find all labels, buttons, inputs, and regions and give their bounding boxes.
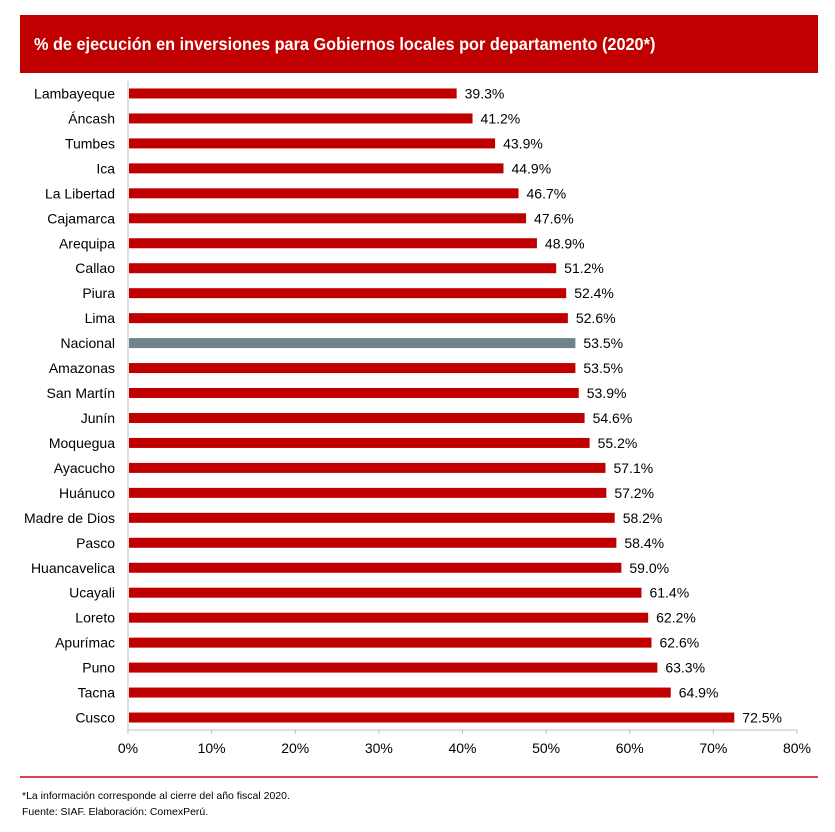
category-label: Tacna xyxy=(78,685,116,701)
data-label: 72.5% xyxy=(742,710,782,726)
x-tick-label: 30% xyxy=(365,740,393,756)
data-label: 53.5% xyxy=(583,335,623,351)
category-label: Ucayali xyxy=(69,585,115,601)
bar xyxy=(129,188,519,199)
data-label: 62.6% xyxy=(659,635,699,651)
category-label: Moquegua xyxy=(49,435,115,451)
bar xyxy=(129,113,473,124)
bar-chart: 0% 10% 20% 30% 40% 50% 60% 70% 80% Lambayeque 39.3… xyxy=(24,81,811,756)
footnote: *La información corresponde al cierre de… xyxy=(22,790,290,802)
category-label: Pasco xyxy=(76,535,115,551)
category-label: Junín xyxy=(81,410,115,426)
category-label: La Libertad xyxy=(45,185,115,201)
bar xyxy=(129,662,658,673)
data-label: 52.4% xyxy=(574,285,614,301)
x-tick-label: 70% xyxy=(699,740,727,756)
x-tick-label: 10% xyxy=(198,740,226,756)
category-label: Ica xyxy=(96,160,115,176)
data-label: 61.4% xyxy=(649,585,689,601)
category-label: Huánuco xyxy=(59,485,115,501)
bar xyxy=(129,313,568,324)
category-label: Apurímac xyxy=(55,635,115,651)
data-label: 59.0% xyxy=(629,560,669,576)
category-label: Madre de Dios xyxy=(24,510,115,526)
data-label: 57.2% xyxy=(614,485,654,501)
data-label: 39.3% xyxy=(465,85,505,101)
bar xyxy=(129,238,537,249)
bar xyxy=(129,487,607,498)
bar xyxy=(129,263,557,274)
data-label: 57.1% xyxy=(613,460,653,476)
bar xyxy=(129,288,567,299)
chart-title-banner: % de ejecución en inversiones para Gobie… xyxy=(20,15,818,73)
bar xyxy=(129,163,504,174)
data-label: 47.6% xyxy=(534,210,574,226)
bar xyxy=(129,512,615,523)
data-label: 43.9% xyxy=(503,135,543,151)
bar xyxy=(129,437,590,448)
data-label: 64.9% xyxy=(679,685,719,701)
bar xyxy=(129,462,606,473)
bar xyxy=(129,587,642,598)
data-label: 53.9% xyxy=(587,385,627,401)
category-label: Lima xyxy=(85,310,116,326)
category-label: Tumbes xyxy=(65,135,115,151)
category-label: Huancavelica xyxy=(31,560,115,576)
category-label: Lambayeque xyxy=(34,85,115,101)
bar xyxy=(129,562,622,573)
bar xyxy=(129,612,649,623)
category-label: Puno xyxy=(82,660,115,676)
data-label: 58.4% xyxy=(624,535,664,551)
data-label: 52.6% xyxy=(576,310,616,326)
x-tick-label: 20% xyxy=(281,740,309,756)
source-note: Fuente: SIAF. Elaboración: ComexPerú. xyxy=(22,806,209,818)
bar xyxy=(129,388,579,399)
footer-divider xyxy=(20,776,818,778)
bar xyxy=(129,637,652,648)
bar xyxy=(129,537,617,548)
bar xyxy=(129,88,457,99)
x-tick-label: 0% xyxy=(118,740,138,756)
bar xyxy=(129,687,671,698)
chart-title: % de ejecución en inversiones para Gobie… xyxy=(34,34,656,54)
data-label: 51.2% xyxy=(564,260,604,276)
bar xyxy=(129,412,585,423)
data-label: 58.2% xyxy=(623,510,663,526)
category-label: Cajamarca xyxy=(47,210,115,226)
category-label: San Martín xyxy=(47,385,115,401)
category-label: Ayacucho xyxy=(54,460,115,476)
category-label: Arequipa xyxy=(59,235,115,251)
category-label: Áncash xyxy=(68,110,115,126)
data-label: 53.5% xyxy=(583,360,623,376)
x-tick-label: 40% xyxy=(448,740,476,756)
data-label: 54.6% xyxy=(593,410,633,426)
data-label: 48.9% xyxy=(545,235,585,251)
category-label: Loreto xyxy=(75,610,115,626)
bar xyxy=(129,363,576,374)
data-label: 55.2% xyxy=(598,435,638,451)
bar xyxy=(129,712,735,723)
x-tick-label: 50% xyxy=(532,740,560,756)
bar xyxy=(129,213,527,224)
category-label: Callao xyxy=(75,260,115,276)
bar xyxy=(129,138,496,149)
data-label: 62.2% xyxy=(656,610,696,626)
category-label: Amazonas xyxy=(49,360,115,376)
data-label: 44.9% xyxy=(511,160,551,176)
category-label: Cusco xyxy=(75,710,115,726)
x-tick-label: 80% xyxy=(783,740,811,756)
category-label: Nacional xyxy=(61,335,115,351)
bar-nacional xyxy=(129,338,576,349)
category-label: Piura xyxy=(82,285,115,301)
data-label: 46.7% xyxy=(527,185,567,201)
data-label: 63.3% xyxy=(665,660,705,676)
x-tick-label: 60% xyxy=(616,740,644,756)
data-label: 41.2% xyxy=(481,110,521,126)
